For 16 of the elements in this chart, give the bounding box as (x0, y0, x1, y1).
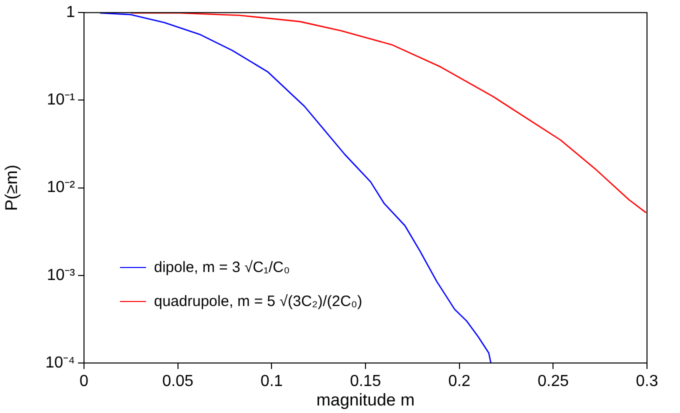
legend-label: quadrupole, m = 5 √(3C₂)/(2C₀) (154, 292, 362, 310)
y-tick-label: 10⁻⁴ (45, 354, 76, 372)
x-tick-label: 0.15 (350, 373, 382, 390)
x-tick-label: 0.2 (448, 373, 471, 390)
y-tick-label: 10⁻¹ (46, 92, 75, 109)
x-tick-label: 0.1 (260, 373, 283, 390)
y-tick-label: 10⁻² (46, 179, 76, 196)
y-axis-title: P(≥m) (2, 164, 21, 211)
y-tick-label: 1 (66, 4, 76, 22)
x-axis-title: magnitude m (316, 390, 415, 410)
x-tick-label: 0.05 (162, 373, 194, 390)
y-tick-label: 10⁻³ (46, 266, 76, 284)
x-tick-label: 0 (80, 373, 89, 390)
x-tick-label: 0.25 (538, 373, 569, 390)
x-tick-label: 0.3 (636, 373, 658, 390)
legend-label: dipole, m = 3 √C₁/C₀ (154, 258, 290, 276)
